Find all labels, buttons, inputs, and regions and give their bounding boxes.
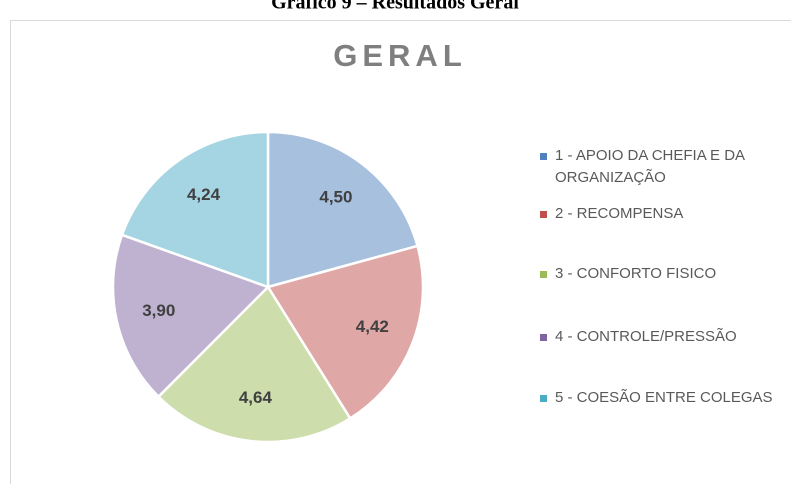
legend-label: 3 - CONFORTO FISICO bbox=[555, 265, 717, 282]
legend-swatch bbox=[540, 271, 547, 278]
pie-slice bbox=[266, 244, 425, 421]
legend-item: 4 - CONTROLE/PRESSÃO bbox=[540, 326, 785, 348]
legend-label: 4 - CONTROLE/PRESSÃO bbox=[555, 328, 737, 345]
legend-item: 3 - CONFORTO FISICO bbox=[540, 263, 785, 285]
data-label: 3,90 bbox=[142, 301, 175, 320]
data-label: 4,24 bbox=[187, 185, 221, 204]
legend-swatch bbox=[540, 153, 547, 160]
pie-slice bbox=[156, 285, 352, 444]
legend-swatch bbox=[540, 211, 547, 218]
pie-slice bbox=[266, 130, 420, 289]
chart-title: GERAL bbox=[333, 38, 467, 73]
data-label: 4,50 bbox=[319, 187, 352, 206]
legend-swatch bbox=[540, 395, 547, 402]
caption: Gráfico 9 – Resultados Geral bbox=[271, 0, 519, 14]
data-label: 4,64 bbox=[239, 388, 273, 407]
legend-label: 2 - RECOMPENSA bbox=[555, 205, 684, 222]
legend-label: 5 - COESÃO ENTRE COLEGAS bbox=[555, 389, 773, 406]
legend-item: 1 - APOIO DA CHEFIA E DA ORGANIZAÇÃO bbox=[540, 145, 785, 189]
legend-label: 1 - APOIO DA CHEFIA E DA ORGANIZAÇÃO bbox=[555, 147, 745, 186]
legend-swatch bbox=[540, 334, 547, 341]
legend-item: 5 - COESÃO ENTRE COLEGAS bbox=[540, 387, 785, 409]
data-label: 4,42 bbox=[356, 317, 389, 336]
legend-item: 2 - RECOMPENSA bbox=[540, 203, 785, 225]
pie-slice bbox=[120, 130, 270, 289]
chart-frame bbox=[10, 20, 791, 484]
pie-slice bbox=[111, 233, 271, 399]
